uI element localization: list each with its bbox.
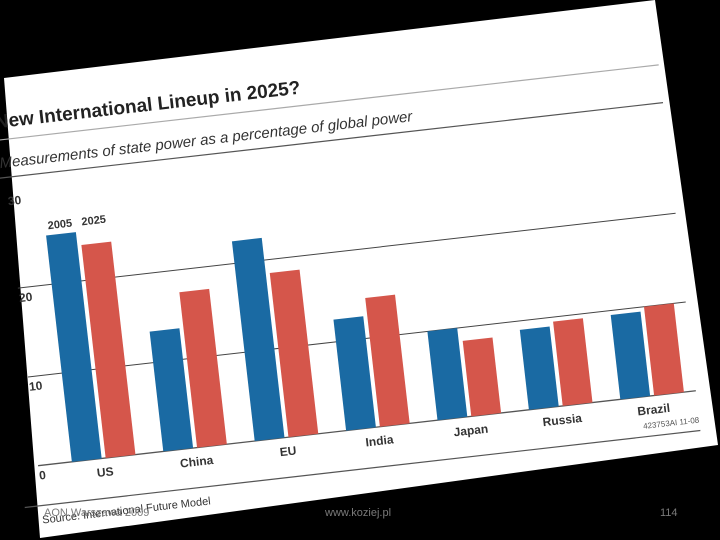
category-label: Russia (542, 411, 583, 429)
bar-brazil-2025 (643, 303, 684, 396)
title-rule (0, 64, 659, 143)
footer-rule (24, 429, 701, 509)
bar-japan-2025 (462, 337, 502, 417)
y-tick-label: 20 (18, 290, 33, 305)
bar-india-2025 (365, 294, 410, 427)
gridline (17, 212, 676, 289)
y-tick-label: 30 (7, 193, 22, 208)
footer-left: AON Warszawa 2009 (44, 507, 150, 519)
bar-russia-2005 (519, 326, 559, 410)
bar-us-2005 (46, 232, 102, 462)
category-label: US (96, 464, 114, 480)
category-label: Japan (453, 422, 489, 440)
bar-eu-2025 (269, 269, 319, 438)
bar-india-2005 (333, 316, 376, 431)
bar-us-2025 (81, 241, 136, 459)
bar-brazil-2005 (610, 311, 651, 400)
bar-china-2025 (179, 288, 227, 448)
y-tick-label: 10 (28, 378, 43, 393)
bar-china-2005 (149, 328, 194, 452)
footer-center: www.koziej.pl (325, 507, 392, 519)
bar-japan-2005 (427, 328, 468, 421)
bar-eu-2005 (231, 237, 285, 442)
category-label: EU (279, 443, 297, 459)
legend-2005: 2005 (47, 218, 73, 233)
legend-2025: 2025 (81, 214, 107, 229)
category-label: China (179, 453, 214, 471)
category-label: India (365, 432, 395, 449)
category-label: Brazil (637, 401, 671, 419)
y-tick-label: 0 (38, 468, 47, 483)
header-rule (0, 102, 664, 181)
page-number: 114 (660, 507, 678, 519)
bar-russia-2025 (553, 318, 593, 406)
